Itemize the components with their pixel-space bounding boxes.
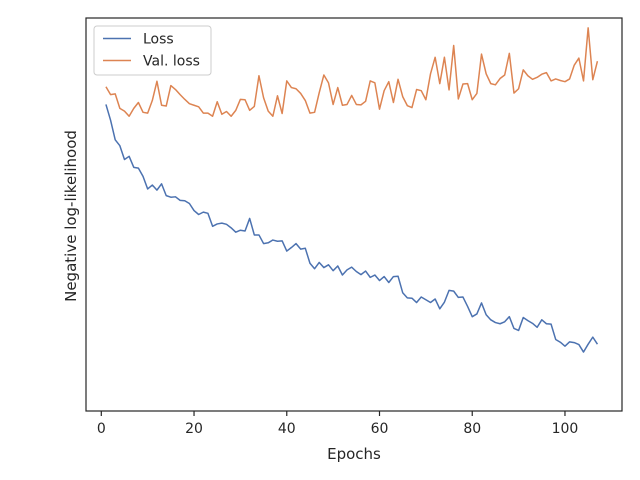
y-axis-label: Negative log-likelihood — [62, 130, 80, 302]
x-axis-label: Epochs — [327, 445, 381, 463]
x-axis-ticks: 0 20 40 60 80 100 — [97, 411, 578, 437]
x-tick-label: 80 — [463, 421, 481, 437]
axes-frame — [85, 17, 623, 412]
legend-label-loss: Loss — [143, 32, 174, 48]
x-tick-label: 0 — [97, 421, 106, 437]
legend: Loss Val. loss — [93, 25, 212, 76]
legend-label-val-loss: Val. loss — [143, 54, 200, 70]
series-line-loss — [105, 104, 599, 353]
series-line-val-loss — [105, 27, 599, 117]
plot-lines — [105, 27, 599, 353]
x-tick-label: 60 — [371, 421, 389, 437]
x-tick-label: 20 — [185, 421, 203, 437]
x-tick-label: 100 — [552, 421, 579, 437]
x-tick-label: 40 — [278, 421, 296, 437]
